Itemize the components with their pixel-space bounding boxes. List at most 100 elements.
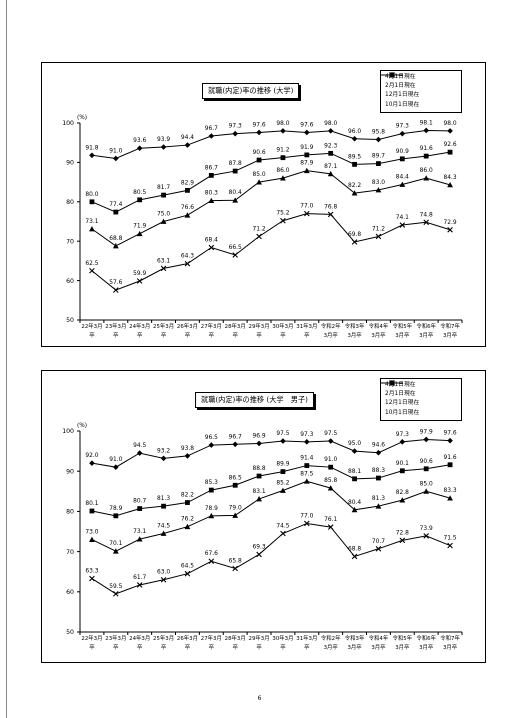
data-point-x [399,537,406,544]
x-tick-label: 卒 [209,643,215,651]
data-label: 76.2 [181,517,194,523]
data-point-diamond [351,448,358,454]
data-label: 80.0 [85,192,98,198]
data-point-triangle [399,181,406,187]
data-label: 80.3 [205,191,218,197]
data-point-x [423,219,429,226]
x-tick-label: 卒 [89,331,95,339]
legend-item-dec: 12月1日現在 [381,72,457,100]
data-label: 80.5 [133,190,146,196]
data-point-square [89,508,95,514]
data-label: 62.5 [85,261,98,267]
data-label: 88.3 [372,468,385,474]
data-label: 65.8 [229,558,242,564]
chart-legend: 4月1日現在 2月1日現在 12月1日現在 10月1日現在 [380,378,462,421]
series-line [91,480,451,552]
data-point-square [208,487,214,493]
data-label: 97.6 [444,431,457,437]
data-label: 78.9 [109,506,122,512]
x-tick-label: 令和5年 [393,322,413,330]
data-label: 91.2 [276,148,289,154]
data-point-square [232,168,238,174]
data-point-triangle [375,503,382,509]
data-point-diamond [423,127,429,134]
x-tick-label: 3月卒 [324,643,339,651]
x-tick-label: 30年3月 [272,322,293,330]
x-tick-label: 27年3月 [201,322,222,330]
series-line [91,213,451,291]
data-point-x [113,287,119,293]
data-point-x [351,553,358,560]
data-point-square [232,482,238,488]
data-label: 89.9 [276,462,289,468]
data-point-triangle [184,523,191,530]
data-point-square [161,503,166,509]
data-point-x [184,260,191,267]
data-label: 92.0 [85,453,98,459]
x-tick-label: 25年3月 [153,322,174,330]
data-label: 90.1 [396,461,409,467]
chart-university-male: 50 60 70 80 90 100 (%) 22年3月卒 23年3月卒 24年3月卒 25年3月卒… [41,370,486,663]
data-label: 98.0 [324,121,337,127]
data-label: 61.7 [133,575,146,581]
data-point-triangle [256,496,262,502]
x-tick-label: 31年3月 [296,634,317,642]
x-tick-label: 卒 [256,331,262,339]
x-tick-label: 卒 [113,331,119,339]
x-tick-label: 22年3月 [81,634,102,642]
x-tick-label: 22年3月 [81,322,102,330]
data-point-diamond [89,460,95,466]
data-point-square [137,506,143,511]
data-label: 81.3 [157,496,170,502]
data-point-diamond [280,128,286,134]
data-label: 79.0 [229,505,242,511]
x-tick-label: 卒 [256,643,262,651]
data-label: 91.8 [85,145,98,151]
data-point-x [232,252,238,258]
data-point-diamond [113,155,119,162]
data-label: 94.4 [181,135,194,141]
data-point-triangle [232,197,239,203]
x-tick-label: 卒 [304,643,310,651]
data-label: 87.8 [229,161,242,167]
data-point-square [89,199,95,205]
x-tick-label: 27年3月 [201,634,222,642]
data-label: 96.7 [229,434,242,440]
data-label: 76.6 [181,205,194,211]
data-label: 73.1 [133,529,146,535]
data-label: 73.1 [85,219,98,225]
data-label: 88.1 [348,469,361,475]
data-label: 64.5 [181,564,194,570]
x-tick-label: 31年3月 [296,322,317,330]
data-label: 76.1 [324,517,337,523]
data-label: 91.6 [420,146,433,152]
legend-item-oct: 10月1日現在 [381,72,457,110]
data-point-diamond [304,129,310,136]
x-tick-label: 3月卒 [419,643,434,651]
x-tick-label: 28年3月 [225,634,246,642]
data-point-triangle [160,218,167,224]
data-label: 72.9 [444,220,457,226]
data-label: 86.7 [205,165,218,171]
data-label: 86.0 [420,168,433,174]
data-point-x [304,520,310,527]
data-label: 96.5 [205,435,218,441]
data-label: 97.3 [396,124,409,130]
data-point-diamond [208,442,215,448]
x-tick-label: 25年3月 [153,634,174,642]
data-point-square [161,192,166,198]
data-label: 80.4 [348,500,361,506]
data-label: 59.5 [109,584,122,590]
data-label: 97.3 [300,432,313,438]
y-tick-label: 90 [66,468,74,475]
data-point-diamond [423,436,429,443]
data-point-x [160,265,167,272]
data-label: 87.5 [300,471,313,477]
data-label: 92.3 [324,143,337,149]
data-label: 90.9 [396,149,409,155]
x-tick-label: 3月卒 [371,643,386,651]
data-label: 68.8 [348,546,361,552]
data-label: 73.0 [85,530,98,536]
data-label: 91.0 [109,457,122,463]
data-label: 97.5 [324,431,337,437]
